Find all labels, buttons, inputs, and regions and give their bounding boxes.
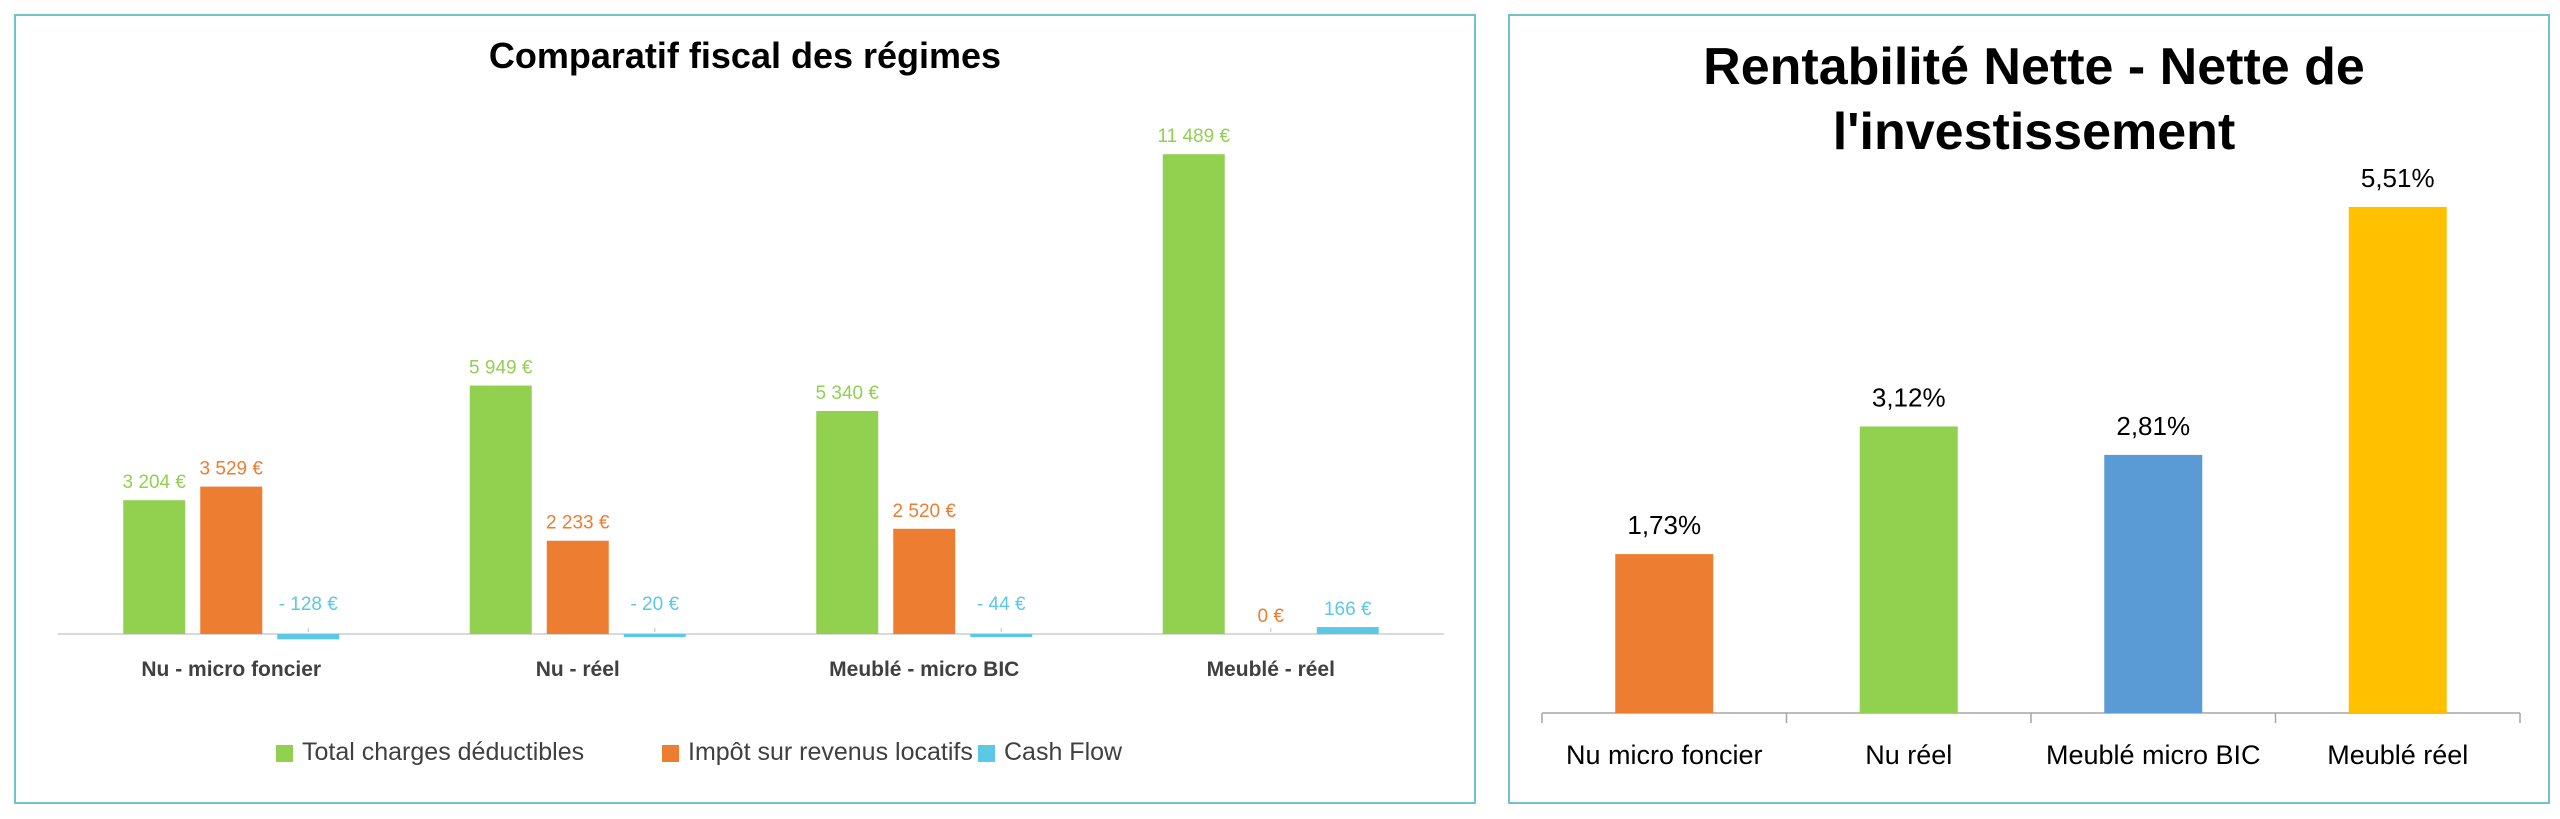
data-label: 1,73% bbox=[1627, 510, 1701, 540]
bar bbox=[1316, 627, 1379, 634]
bar bbox=[2348, 206, 2447, 714]
data-label: 3 529 € bbox=[200, 459, 264, 480]
x-tick-label: Nu - micro foncier bbox=[141, 658, 321, 681]
data-label: - 44 € bbox=[977, 594, 1026, 615]
data-label: 2 520 € bbox=[893, 501, 957, 522]
legend-label: Impôt sur revenus locatifs bbox=[688, 738, 973, 766]
data-label: 2,81% bbox=[2116, 411, 2190, 441]
legend-swatch bbox=[276, 745, 293, 762]
bar bbox=[546, 540, 609, 634]
x-tick-label: Meublé - réel bbox=[1207, 658, 1335, 681]
legend-label: Cash Flow bbox=[1004, 738, 1123, 766]
data-label: 2 233 € bbox=[546, 513, 610, 534]
x-tick-label: Nu - réel bbox=[536, 658, 620, 681]
bar bbox=[816, 411, 879, 634]
x-tick-label: Nu micro foncier bbox=[1566, 740, 1763, 770]
bar bbox=[1859, 426, 1958, 713]
data-label: 5 340 € bbox=[816, 383, 880, 404]
data-label: 166 € bbox=[1324, 599, 1372, 620]
bar bbox=[1162, 154, 1225, 634]
bar bbox=[893, 528, 956, 634]
bar bbox=[277, 634, 340, 640]
chart-title: Comparatif fiscal des régimes bbox=[489, 35, 1001, 76]
bar bbox=[2104, 454, 2203, 713]
net-profitability-chart: Rentabilité Nette - Nette de l'investisse… bbox=[1541, 38, 2521, 770]
data-label: 5 949 € bbox=[469, 358, 533, 379]
data-label: 0 € bbox=[1258, 606, 1285, 627]
bar bbox=[469, 385, 532, 634]
data-label: 3,12% bbox=[1872, 382, 1946, 412]
x-tick-label: Meublé réel bbox=[2327, 740, 2468, 770]
bar bbox=[123, 500, 186, 634]
fiscal-comparison-panel: Comparatif fiscal des régimes 3 204 € 3 52… bbox=[14, 14, 1476, 804]
legend-swatch bbox=[662, 745, 679, 762]
x-tick-label: Meublé micro BIC bbox=[2046, 740, 2261, 770]
data-label: - 128 € bbox=[279, 594, 339, 615]
net-profitability-panel: Rentabilité Nette - Nette de l'investisse… bbox=[1508, 14, 2550, 804]
chart-title-line: Rentabilité Nette - Nette de bbox=[1703, 38, 2365, 96]
bar bbox=[970, 634, 1033, 637]
chart-title-line: l'investissement bbox=[1833, 103, 2236, 161]
data-label: - 20 € bbox=[630, 594, 679, 615]
legend-swatch bbox=[978, 745, 995, 762]
bar bbox=[1615, 554, 1714, 713]
bar bbox=[200, 486, 263, 634]
legend-label: Total charges déductibles bbox=[302, 738, 584, 766]
x-tick-label: Nu réel bbox=[1865, 740, 1952, 770]
x-tick-label: Meublé - micro BIC bbox=[829, 658, 1019, 681]
fiscal-comparison-chart: Comparatif fiscal des régimes 3 204 € 3 52… bbox=[58, 35, 1444, 766]
data-label: 11 489 € bbox=[1157, 126, 1230, 147]
bar bbox=[623, 634, 686, 637]
data-label: 3 204 € bbox=[123, 472, 187, 493]
data-label: 5,51% bbox=[2361, 163, 2435, 193]
